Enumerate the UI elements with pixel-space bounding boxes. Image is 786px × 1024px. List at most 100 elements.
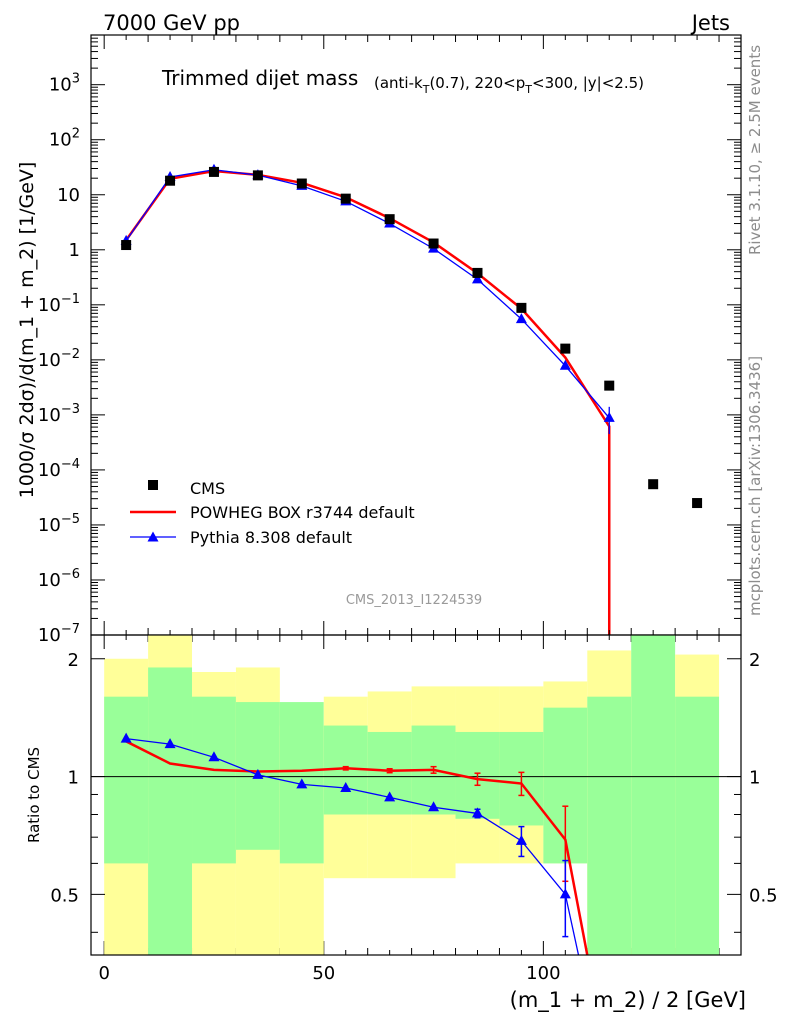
x-tick-label: 0 — [98, 963, 109, 984]
main-y-axis-label: 1000/σ 2dσ)/d(m_1 + m_2) [1/GeV] — [16, 162, 38, 499]
main-y-tick-label: 10−7 — [38, 622, 80, 646]
main-y-tick-base: 10 — [38, 625, 61, 646]
pythia-ratio-point — [340, 781, 352, 792]
ratio-inner-band — [631, 635, 676, 955]
legend: CMS POWHEG BOX r3744 default Pythia 8.30… — [130, 479, 415, 547]
pythia-line — [125, 169, 610, 419]
mcplots-label: mcplots.cern.ch [arXiv:1306.3436] — [746, 356, 764, 616]
main-y-tick-base: 10 — [38, 350, 61, 371]
cms-point — [165, 175, 176, 186]
main-y-tick-base: 10 — [38, 570, 61, 591]
main-y-tick-label: 10−4 — [38, 457, 80, 481]
ratio-inner-band — [104, 696, 149, 864]
cms-point — [384, 214, 395, 225]
pythia-point — [471, 273, 483, 284]
cms-point — [340, 193, 351, 204]
legend-marker-cms — [148, 480, 158, 490]
main-panel-series — [120, 163, 703, 635]
cms-point — [252, 170, 263, 181]
pythia-ratio-point — [515, 834, 527, 845]
main-y-tick-label: 10−3 — [38, 402, 80, 426]
legend-marker-pythia — [147, 531, 159, 542]
powheg-line — [125, 169, 611, 635]
ratio-y-tick-label-left: 1 — [68, 768, 79, 789]
main-y-tick-label: 10−1 — [38, 292, 80, 316]
x-axis-label: (m_1 + m_2) / 2 [GeV] — [510, 988, 746, 1013]
cms-point — [208, 166, 219, 177]
main-y-tick-label: 10−5 — [38, 512, 80, 536]
main-y-tick-exponent: −6 — [61, 567, 80, 582]
ratio-y-tick-label-left: 0.5 — [50, 885, 79, 906]
subtitle-part-3: <300, |y|<2.5) — [532, 74, 644, 92]
pythia-ratio-line — [126, 737, 580, 956]
main-y-tick-label: 103 — [49, 72, 80, 96]
chart-subtitle: (anti-kT(0.7), 220<pT<300, |y|<2.5) — [374, 74, 644, 96]
cms-point — [692, 498, 703, 509]
x-tick-label: 100 — [526, 963, 560, 984]
pythia-ratio-point — [208, 751, 220, 762]
subtitle-sub-2: T — [524, 83, 532, 96]
pythia-ratio-point — [559, 888, 571, 899]
pythia-ratio-point — [384, 791, 396, 802]
main-y-tick-exponent: −3 — [61, 402, 80, 417]
legend-label-powheg: POWHEG BOX r3744 default — [190, 503, 415, 522]
main-y-tick-base: 10 — [38, 460, 61, 481]
process-label: Jets — [690, 11, 730, 35]
cms-point — [648, 479, 659, 490]
main-y-tick-base: 10 — [38, 295, 61, 316]
legend-label-cms: CMS — [190, 479, 225, 498]
subtitle-part-2: (0.7), 220<p — [429, 74, 525, 92]
ratio-y-tick-label-right: 0.5 — [749, 885, 778, 906]
subtitle-sub-1: T — [422, 83, 430, 96]
cms-point — [604, 380, 615, 391]
main-y-tick-exponent: 3 — [72, 72, 80, 87]
main-y-tick-exponent: −7 — [61, 622, 80, 637]
cms-point — [472, 267, 483, 278]
main-y-tick-base: 10 — [49, 75, 72, 96]
ratio-inner-band — [675, 696, 720, 955]
ratio-y-axis-label: Ratio to CMS — [25, 747, 43, 843]
cms-point — [560, 343, 571, 354]
main-y-tick-label: 1 — [69, 240, 80, 261]
subtitle-part-1: (anti-k — [374, 74, 423, 92]
pythia-ratio-point — [164, 738, 176, 749]
ratio-panel-axes: 0 50 100 0.5 0.5 1 1 2 2 — [50, 634, 778, 984]
ratio-panel-series — [91, 732, 741, 956]
ratio-y-tick-label-left: 2 — [68, 650, 79, 671]
main-plot-frame — [90, 34, 742, 636]
main-y-tick-label: 102 — [49, 127, 80, 151]
main-y-tick-base: 10 — [38, 405, 61, 426]
main-y-tick-label: 10−2 — [38, 347, 80, 371]
ratio-inner-band — [192, 696, 236, 864]
main-y-tick-exponent: 2 — [72, 127, 80, 142]
x-tick-label: 50 — [312, 963, 335, 984]
pythia-ratio-point — [120, 732, 132, 743]
main-y-tick-exponent: −5 — [61, 512, 80, 527]
ratio-plot-frame — [90, 634, 742, 956]
cms-point — [516, 302, 527, 313]
cms-point — [296, 178, 307, 189]
main-y-tick-base: 10 — [49, 130, 72, 151]
ratio-inner-band — [587, 696, 632, 955]
main-y-tick-exponent: −4 — [61, 457, 80, 472]
chart-title: Trimmed dijet mass — [161, 66, 358, 90]
pythia-ratio-point — [296, 778, 308, 789]
cms-point — [428, 238, 439, 249]
main-y-tick-label: 10−6 — [38, 567, 80, 591]
legend-label-pythia: Pythia 8.308 default — [190, 528, 352, 547]
pythia-point — [515, 313, 527, 324]
pythia-ratio-point — [471, 807, 483, 818]
main-y-tick-exponent: −2 — [61, 347, 80, 362]
main-y-tick-label: 10 — [57, 185, 80, 206]
cms-point — [121, 240, 132, 251]
main-y-tick-exponent: −1 — [61, 292, 80, 307]
ratio-y-tick-label-right: 2 — [749, 650, 760, 671]
pythia-ratio-point — [428, 801, 440, 812]
powheg-ratio-line — [125, 740, 589, 956]
pythia-ratio-point — [252, 768, 264, 779]
energy-label: 7000 GeV pp — [103, 11, 240, 35]
pythia-point — [603, 411, 615, 422]
analysis-watermark: CMS_2013_I1224539 — [346, 593, 482, 608]
